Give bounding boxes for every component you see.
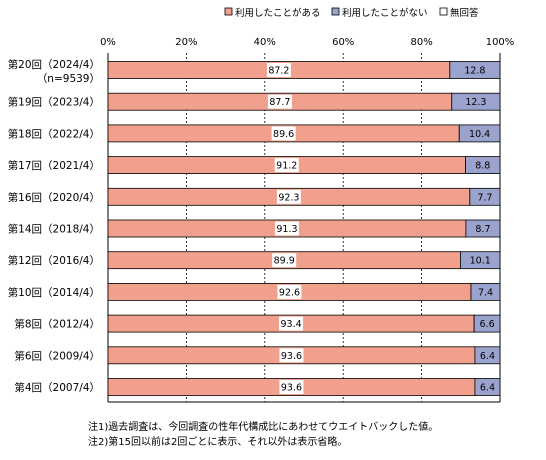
bar-segment	[473, 314, 501, 333]
category-label: 第8回（2012/4）	[14, 318, 100, 331]
value-label: 93.6	[281, 351, 302, 362]
x-axis-tick-labels: 0% 20% 40% 60% 80% 100%	[100, 37, 514, 48]
value-label-bg	[274, 221, 299, 236]
bar-segment	[465, 156, 501, 175]
bar-segment	[469, 187, 501, 206]
value-label: 87.2	[268, 66, 289, 77]
legend: 利用したことがある 利用したことがない 無回答	[224, 7, 479, 19]
bar-segment	[465, 219, 501, 238]
value-label: 89.9	[274, 256, 295, 267]
legend-swatch-1	[224, 7, 233, 16]
bar-segment	[470, 282, 501, 301]
value-label: 10.1	[470, 256, 491, 267]
x-tick-label: 60%	[332, 37, 354, 48]
value-label-bg	[279, 348, 304, 363]
value-label: 6.4	[480, 383, 495, 394]
x-tick-label: 0%	[100, 37, 116, 48]
value-label-bg	[266, 63, 291, 77]
value-label: 12.8	[464, 66, 485, 77]
value-label: 93.4	[280, 319, 301, 330]
value-label-bg	[276, 189, 301, 204]
value-label: 10.4	[469, 129, 490, 140]
category-label: 第18回（2022/4）	[8, 127, 100, 140]
category-label: 第16回（2020/4）	[8, 191, 100, 204]
value-label: 93.6	[281, 383, 302, 394]
category-label: 第12回（2016/4）	[8, 254, 100, 267]
category-label: 第4回（2007/4）	[14, 381, 100, 394]
bar-segment	[458, 124, 501, 143]
category-label: 第19回（2023/4）	[8, 96, 100, 109]
category-label: 第6回（2009/4）	[14, 349, 100, 362]
value-label: 92.6	[279, 287, 300, 298]
value-label: 91.2	[276, 161, 297, 172]
value-label: 7.7	[477, 192, 492, 203]
x-tick-label: 20%	[175, 37, 197, 48]
value-label: 8.7	[475, 224, 490, 235]
category-label: 第10回（2014/4）	[8, 286, 100, 299]
value-label: 8.8	[475, 161, 490, 172]
value-label: 7.4	[478, 287, 493, 298]
bar-segment	[474, 346, 501, 365]
footnote-1: 注1)過去調査は、今回調査の性年代構成比にあわせてウエイトバックした値。	[88, 422, 439, 433]
value-label-bg	[267, 94, 292, 109]
bar-segment	[460, 251, 501, 270]
legend-swatch-2	[331, 7, 340, 16]
category-label: 第17回（2021/4）	[8, 159, 100, 172]
bars: 87.2 12.8 87.7 12.3 89.6 10.4 91.2 8.8 92.3 7.7 91…	[107, 61, 501, 396]
x-tick-label: 100%	[486, 37, 515, 48]
value-label: 12.3	[465, 97, 486, 108]
legend-swatch-3	[439, 7, 448, 16]
category-label: 第20回（2024/4）	[8, 58, 100, 71]
value-label: 91.3	[276, 224, 297, 235]
value-label-bg	[272, 253, 297, 268]
value-label-bg	[279, 380, 304, 394]
value-label-bg	[277, 284, 302, 299]
value-label-bg	[279, 316, 304, 331]
value-label-bg	[271, 126, 296, 141]
value-label: 89.6	[273, 129, 294, 140]
value-label: 92.3	[278, 192, 299, 203]
category-label: 第14回（2018/4）	[8, 223, 100, 236]
value-label: 6.6	[480, 319, 495, 330]
x-tick-label: 80%	[410, 37, 432, 48]
bar-segment	[451, 92, 501, 111]
legend-label-1: 利用したことがある	[235, 7, 321, 19]
category-sublabel: （n=9539）	[37, 73, 100, 85]
bar-segment	[449, 61, 501, 79]
y-axis-category-labels: 第20回（2024/4） （n=9539） 第19回（2023/4） 第18回（202…	[8, 58, 100, 394]
bar-segment	[474, 378, 501, 396]
footnote-2: 注2)第15回以前は2回ごとに表示、それ以外は表示省略。	[88, 437, 348, 448]
value-label-bg	[274, 158, 299, 173]
legend-label-2: 利用したことがない	[342, 7, 428, 19]
value-label: 6.4	[480, 351, 495, 362]
x-tick-label: 40%	[254, 37, 276, 48]
value-label: 87.7	[269, 97, 290, 108]
legend-label-3: 無回答	[450, 7, 479, 19]
footnotes: 注1)過去調査は、今回調査の性年代構成比にあわせてウエイトバックした値。 注2)…	[88, 420, 438, 450]
